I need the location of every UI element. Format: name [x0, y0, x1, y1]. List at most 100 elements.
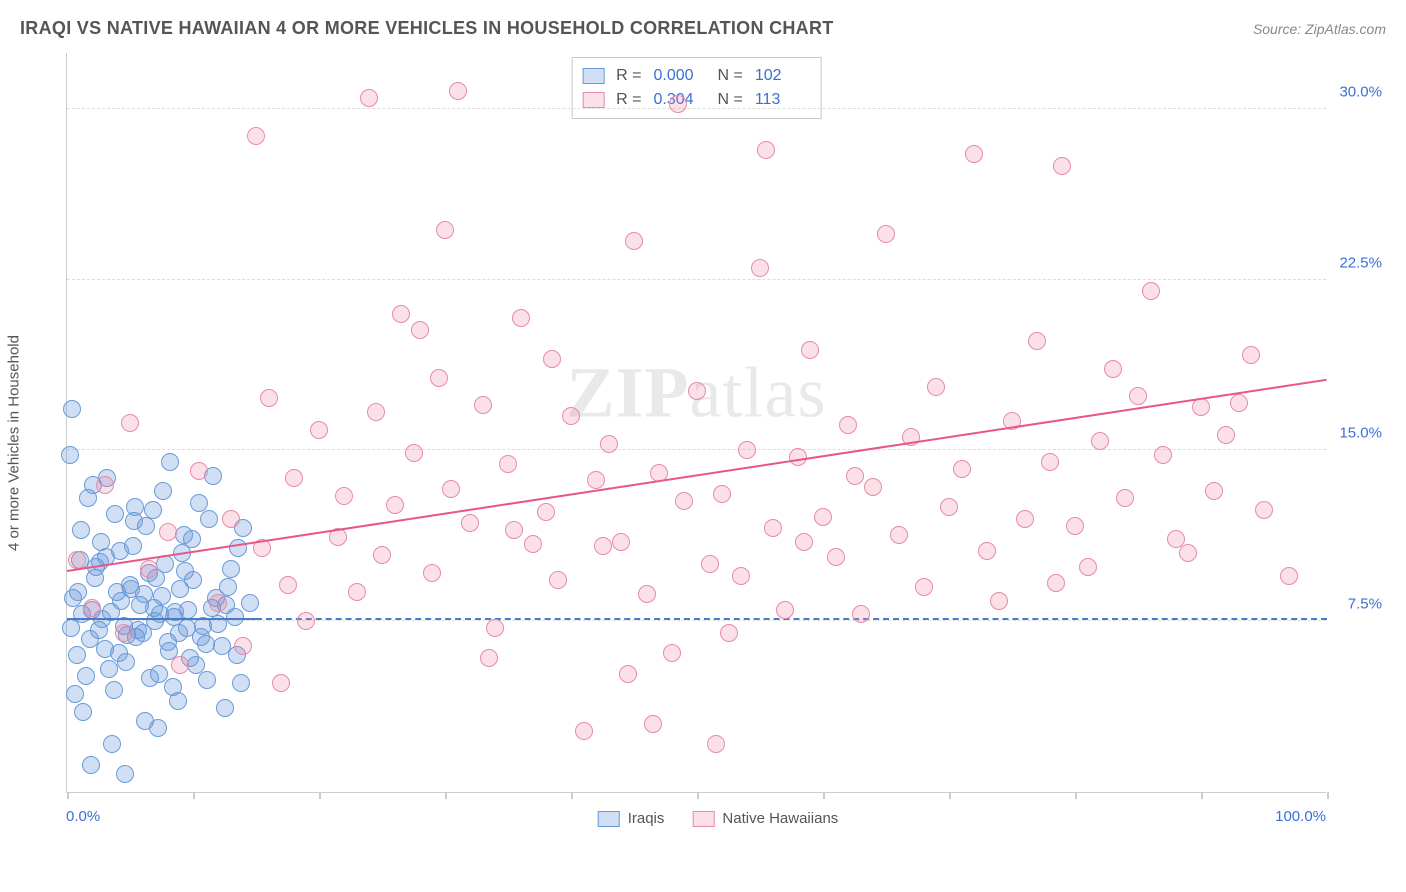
scatter-point — [644, 715, 662, 733]
scatter-point — [486, 619, 504, 637]
y-tick-label: 15.0% — [1339, 425, 1382, 442]
gridline — [67, 279, 1326, 280]
x-tick — [571, 792, 573, 799]
scatter-point — [232, 674, 250, 692]
y-axis-label: 4 or more Vehicles in Household — [6, 335, 23, 551]
scatter-point — [373, 546, 391, 564]
legend-swatch — [582, 68, 604, 84]
scatter-point — [234, 637, 252, 655]
scatter-point — [846, 467, 864, 485]
trendline — [67, 379, 1327, 572]
scatter-point — [1230, 394, 1248, 412]
plot-region: ZIPatlas R =0.000N =102R =0.304N =113 7.… — [66, 53, 1326, 793]
scatter-point — [222, 510, 240, 528]
scatter-point — [63, 400, 81, 418]
scatter-point — [524, 535, 542, 553]
scatter-point — [1079, 558, 1097, 576]
scatter-point — [675, 492, 693, 510]
scatter-point — [1053, 157, 1071, 175]
scatter-point — [864, 478, 882, 496]
legend-swatch — [582, 92, 604, 108]
scatter-point — [297, 612, 315, 630]
scatter-point — [154, 482, 172, 500]
scatter-point — [61, 446, 79, 464]
scatter-point — [411, 321, 429, 339]
y-tick-label: 30.0% — [1339, 83, 1382, 100]
scatter-point — [436, 221, 454, 239]
scatter-point — [1142, 282, 1160, 300]
scatter-point — [757, 141, 775, 159]
scatter-point — [68, 646, 86, 664]
scatter-point — [499, 455, 517, 473]
scatter-point — [1066, 517, 1084, 535]
scatter-point — [149, 719, 167, 737]
scatter-point — [405, 444, 423, 462]
scatter-point — [190, 494, 208, 512]
scatter-point — [198, 671, 216, 689]
scatter-point — [159, 523, 177, 541]
scatter-point — [116, 765, 134, 783]
scatter-point — [183, 530, 201, 548]
scatter-point — [512, 309, 530, 327]
scatter-point — [105, 681, 123, 699]
stats-legend: R =0.000N =102R =0.304N =113 — [571, 57, 822, 119]
x-tick — [949, 792, 951, 799]
scatter-point — [751, 259, 769, 277]
scatter-point — [170, 624, 188, 642]
scatter-point — [1242, 346, 1260, 364]
scatter-point — [549, 571, 567, 589]
scatter-point — [449, 82, 467, 100]
scatter-point — [990, 592, 1008, 610]
stats-legend-row: R =0.000N =102 — [582, 64, 807, 88]
scatter-point — [69, 583, 87, 601]
scatter-point — [965, 145, 983, 163]
trendline — [67, 618, 256, 620]
scatter-point — [137, 517, 155, 535]
scatter-point — [688, 382, 706, 400]
scatter-point — [940, 498, 958, 516]
scatter-point — [776, 601, 794, 619]
scatter-point — [247, 127, 265, 145]
scatter-point — [272, 674, 290, 692]
scatter-point — [890, 526, 908, 544]
scatter-point — [738, 441, 756, 459]
scatter-point — [877, 225, 895, 243]
trendline — [256, 618, 1327, 620]
legend-swatch — [692, 811, 714, 827]
legend-item: Native Hawaiians — [692, 810, 838, 827]
scatter-point — [100, 660, 118, 678]
scatter-point — [430, 369, 448, 387]
scatter-point — [83, 599, 101, 617]
scatter-point — [1179, 544, 1197, 562]
scatter-point — [1047, 574, 1065, 592]
scatter-point — [701, 555, 719, 573]
x-tick-min: 0.0% — [66, 808, 100, 825]
scatter-point — [96, 476, 114, 494]
scatter-point — [575, 722, 593, 740]
scatter-point — [1217, 426, 1235, 444]
scatter-point — [1280, 567, 1298, 585]
scatter-point — [115, 624, 133, 642]
x-tick — [445, 792, 447, 799]
scatter-point — [106, 505, 124, 523]
scatter-point — [927, 378, 945, 396]
scatter-point — [81, 630, 99, 648]
legend-item: Iraqis — [598, 810, 665, 827]
scatter-point — [543, 350, 561, 368]
scatter-point — [171, 656, 189, 674]
x-tick — [823, 792, 825, 799]
scatter-point — [461, 514, 479, 532]
scatter-point — [1154, 446, 1172, 464]
scatter-point — [839, 416, 857, 434]
scatter-point — [310, 421, 328, 439]
chart-area: 4 or more Vehicles in Household ZIPatlas… — [50, 53, 1386, 833]
scatter-point — [1016, 510, 1034, 528]
x-tick — [193, 792, 195, 799]
scatter-point — [801, 341, 819, 359]
scatter-point — [145, 599, 163, 617]
scatter-point — [978, 542, 996, 560]
scatter-point — [124, 537, 142, 555]
scatter-point — [68, 551, 86, 569]
gridline — [67, 449, 1326, 450]
scatter-point — [1091, 432, 1109, 450]
